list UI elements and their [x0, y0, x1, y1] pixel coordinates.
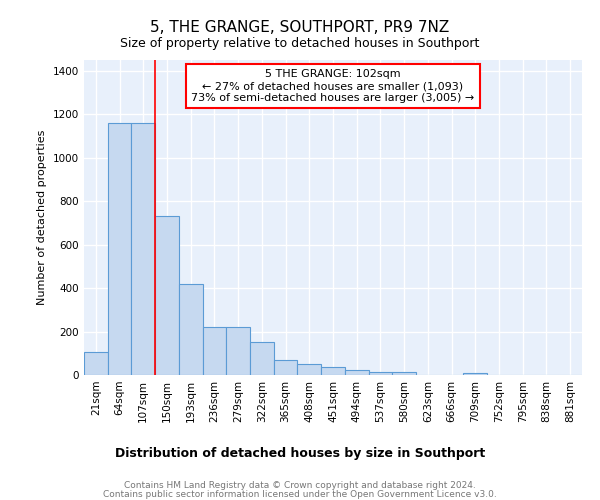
Text: Distribution of detached houses by size in Southport: Distribution of detached houses by size … [115, 448, 485, 460]
Bar [226, 327, 250, 375]
Bar [179, 284, 203, 375]
Bar [345, 370, 368, 375]
Bar [203, 327, 226, 375]
Text: 5 THE GRANGE: 102sqm
← 27% of detached houses are smaller (1,093)
73% of semi-de: 5 THE GRANGE: 102sqm ← 27% of detached h… [191, 70, 475, 102]
Text: Contains public sector information licensed under the Open Government Licence v3: Contains public sector information licen… [103, 490, 497, 499]
Bar [250, 342, 274, 375]
Bar [463, 373, 487, 375]
Text: Contains HM Land Registry data © Crown copyright and database right 2024.: Contains HM Land Registry data © Crown c… [124, 481, 476, 490]
Bar [321, 368, 345, 375]
Text: Size of property relative to detached houses in Southport: Size of property relative to detached ho… [121, 38, 479, 51]
Bar [84, 352, 108, 375]
Y-axis label: Number of detached properties: Number of detached properties [37, 130, 47, 305]
Bar [155, 216, 179, 375]
Bar [108, 123, 131, 375]
Bar [368, 372, 392, 375]
Bar [131, 123, 155, 375]
Bar [392, 372, 416, 375]
Bar [298, 364, 321, 375]
Text: 5, THE GRANGE, SOUTHPORT, PR9 7NZ: 5, THE GRANGE, SOUTHPORT, PR9 7NZ [151, 20, 449, 35]
Bar [274, 360, 298, 375]
